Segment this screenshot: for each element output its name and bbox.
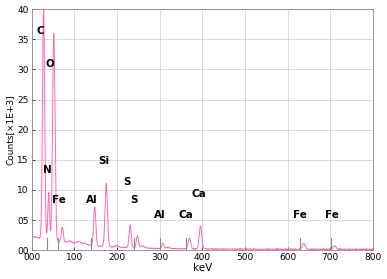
Text: Si: Si	[99, 156, 110, 166]
Text: N: N	[43, 165, 51, 175]
Text: C: C	[36, 26, 44, 36]
Text: S: S	[123, 177, 131, 187]
X-axis label: keV: keV	[193, 263, 212, 273]
Y-axis label: Counts[×1E+3]: Counts[×1E+3]	[5, 94, 15, 165]
Text: Fe: Fe	[293, 210, 307, 220]
Text: Fe: Fe	[325, 210, 338, 220]
Text: Ca: Ca	[192, 189, 206, 199]
Text: O: O	[46, 59, 54, 69]
Text: S: S	[130, 195, 138, 205]
Text: Al: Al	[154, 210, 165, 220]
Text: Fe: Fe	[51, 195, 65, 205]
Text: Ca: Ca	[179, 210, 194, 220]
Text: Al: Al	[86, 195, 97, 205]
